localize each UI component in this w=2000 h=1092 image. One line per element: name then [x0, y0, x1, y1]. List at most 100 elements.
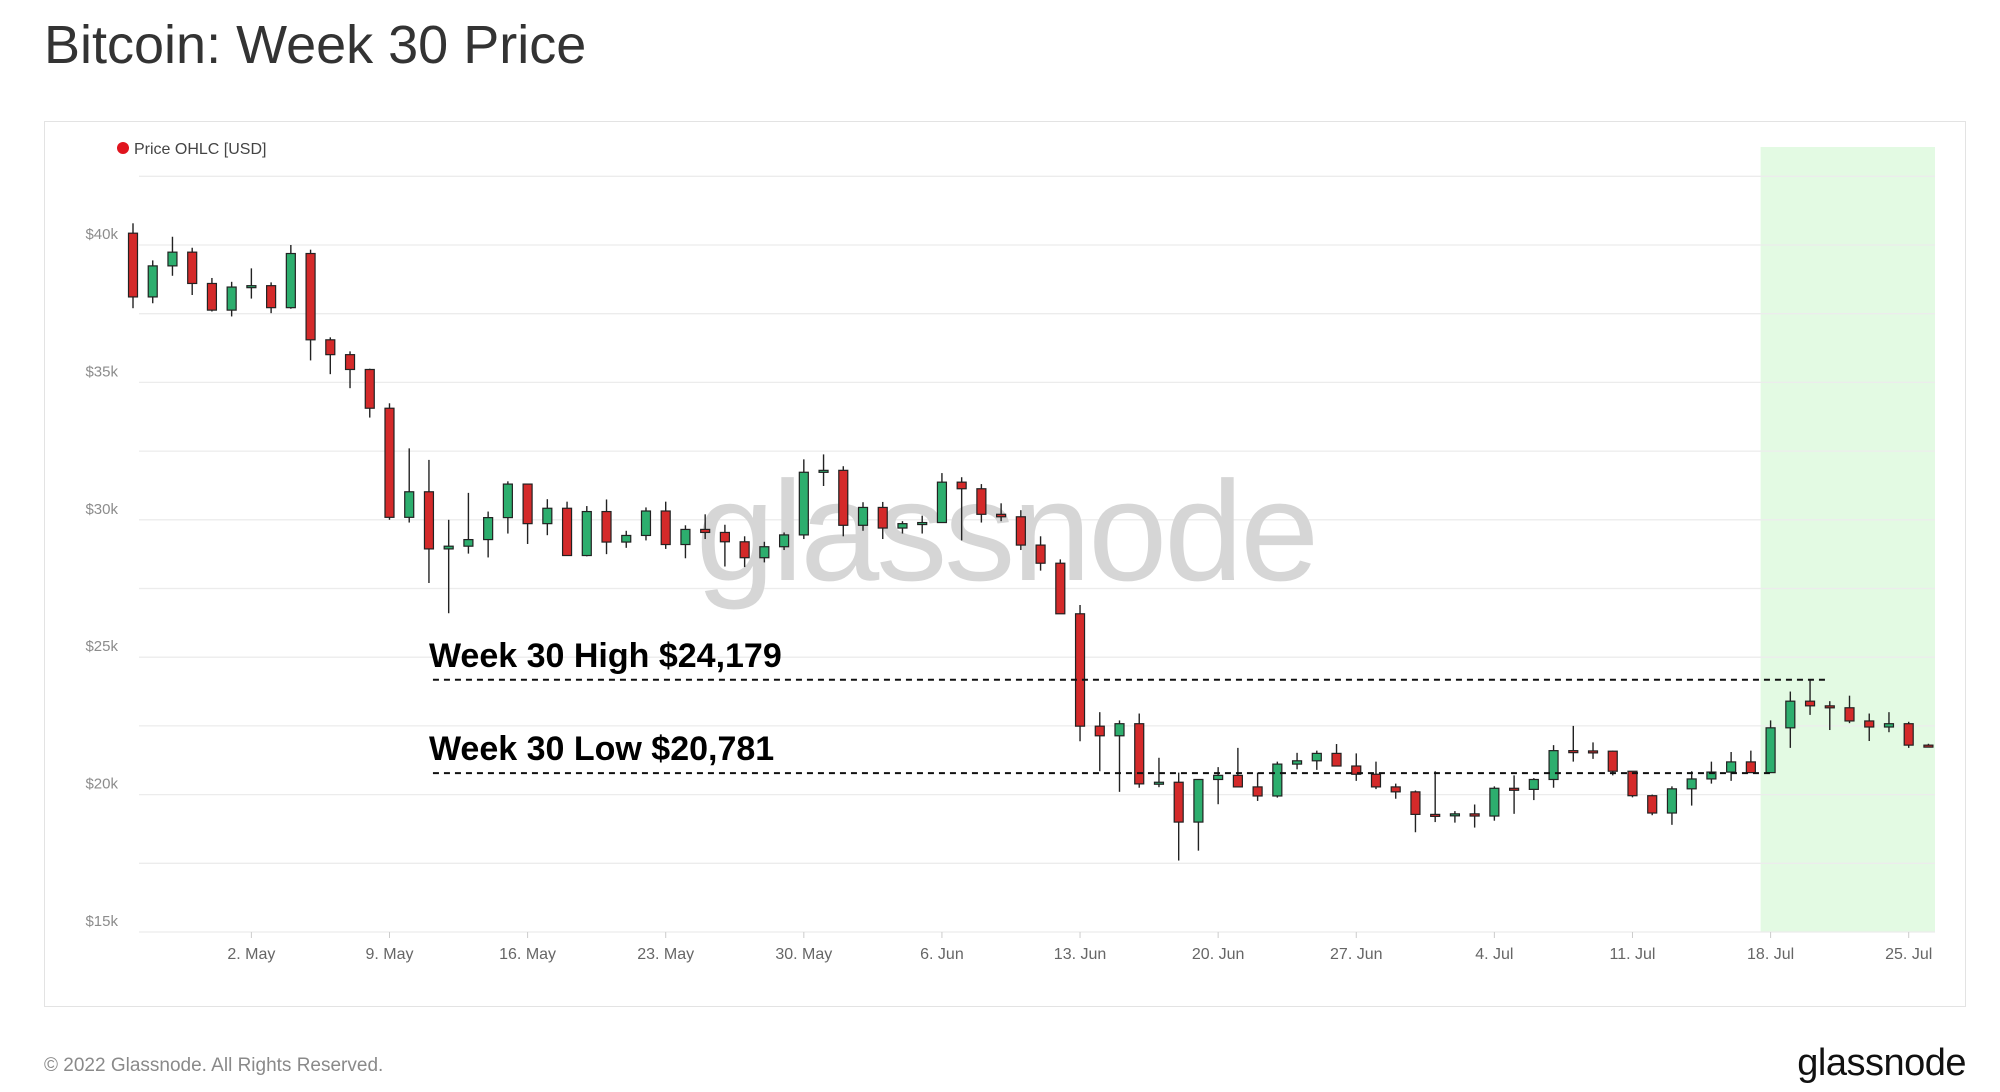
- candle-up: [680, 528, 691, 546]
- candle-down: [1232, 774, 1243, 788]
- candle-down: [1094, 725, 1105, 737]
- candle-up: [483, 517, 494, 541]
- candle-down: [1587, 750, 1599, 754]
- week-30-highlight: [1760, 147, 1935, 932]
- candle-up: [1666, 788, 1678, 814]
- candle-up: [759, 546, 770, 559]
- chart-container: [44, 121, 1966, 1007]
- candle-up: [1686, 778, 1697, 790]
- candle-up: [147, 265, 158, 298]
- y-tick-label: $30k: [85, 501, 118, 518]
- x-tick-label: 4. Jul: [1475, 946, 1513, 963]
- candle-down: [1923, 744, 1934, 748]
- candle-down: [187, 251, 198, 285]
- candle-down: [976, 488, 987, 515]
- y-tick-label: $35k: [85, 363, 118, 380]
- candle-down: [1015, 516, 1026, 546]
- candle-down: [1035, 544, 1046, 564]
- candle-down: [877, 506, 888, 529]
- candle-down: [996, 513, 1007, 518]
- y-tick-label: $40k: [85, 226, 118, 243]
- x-tick-label: 9. May: [365, 946, 413, 963]
- candle-up: [897, 523, 908, 529]
- candle-down: [1410, 791, 1421, 815]
- candle-up: [1489, 787, 1500, 817]
- candle-down: [1430, 813, 1441, 817]
- candle-down: [1844, 707, 1855, 722]
- candle-up: [443, 545, 454, 550]
- annotation-label: Week 30 Low $20,781: [429, 730, 774, 768]
- x-tick-label: 13. Jun: [1054, 946, 1106, 963]
- candle-down: [423, 491, 435, 550]
- candle-down: [1252, 786, 1263, 797]
- candle-down: [1804, 700, 1816, 707]
- x-tick-label: 27. Jun: [1330, 946, 1382, 963]
- candle-down: [1390, 786, 1401, 793]
- candle-down: [127, 232, 139, 298]
- candle-up: [1528, 778, 1539, 790]
- candle-up: [1548, 750, 1559, 781]
- candle-up: [640, 510, 652, 537]
- candle-down: [561, 507, 573, 557]
- candle-down: [1469, 813, 1480, 817]
- candle-up: [621, 534, 632, 543]
- annotation-label: Week 30 High $24,179: [429, 637, 782, 675]
- candle-down: [601, 510, 612, 543]
- candle-up: [1449, 813, 1461, 817]
- candle-up: [1706, 771, 1717, 780]
- candle-down: [1627, 770, 1638, 797]
- x-tick-label: 25. Jul: [1885, 946, 1932, 963]
- candle-down: [344, 354, 356, 371]
- y-tick-label: $15k: [85, 913, 118, 930]
- page-title: Bitcoin: Week 30 Price: [44, 15, 587, 75]
- candle-up: [502, 483, 513, 519]
- glassnode-watermark: glassnode: [696, 452, 1316, 611]
- copyright-footer: © 2022 Glassnode. All Rights Reserved.: [44, 1055, 384, 1076]
- candle-up: [917, 521, 928, 526]
- candle-down: [700, 528, 711, 534]
- candle-up: [226, 286, 237, 311]
- x-tick-label: 20. Jun: [1192, 946, 1244, 963]
- x-tick-label: 16. May: [499, 946, 556, 963]
- x-tick-label: 18. Jul: [1747, 946, 1794, 963]
- candle-down: [1508, 787, 1520, 791]
- candle-up: [1726, 761, 1737, 773]
- candle-down: [1173, 781, 1184, 823]
- candle-up: [1883, 723, 1895, 728]
- candle-down: [1074, 613, 1086, 727]
- glassnode-logo: glassnode: [1797, 1042, 1966, 1084]
- candle-down: [1864, 720, 1875, 728]
- candle-down: [325, 339, 336, 356]
- candle-down: [660, 510, 671, 546]
- candle-up: [404, 491, 415, 518]
- x-tick-label: 6. Jun: [920, 946, 964, 963]
- candle-up: [818, 469, 829, 473]
- candle-up: [1291, 760, 1303, 765]
- candle-up: [778, 534, 790, 548]
- candle-down: [384, 407, 395, 518]
- candle-up: [246, 285, 257, 289]
- candle-down: [266, 285, 277, 309]
- candle-down: [1824, 705, 1835, 709]
- candle-down: [1568, 750, 1579, 754]
- candle-up: [1765, 727, 1776, 774]
- candle-up: [798, 471, 809, 536]
- x-tick-label: 11. Jul: [1610, 946, 1656, 963]
- x-tick-label: 30. May: [775, 946, 832, 963]
- candle-down: [838, 469, 849, 526]
- y-tick-label: $20k: [85, 776, 118, 793]
- candle-up: [857, 506, 869, 526]
- candle-up: [285, 252, 296, 309]
- candle-down: [956, 481, 967, 490]
- candle-down: [719, 531, 731, 543]
- candle-down: [1331, 752, 1342, 767]
- candle-down: [364, 368, 375, 409]
- candle-up: [167, 251, 178, 267]
- candle-down: [1903, 723, 1914, 746]
- x-tick-label: 2. May: [227, 946, 275, 963]
- candle-down: [739, 541, 750, 559]
- x-tick-label: 23. May: [637, 946, 694, 963]
- candle-up: [1272, 763, 1283, 797]
- candle-up: [1785, 700, 1796, 729]
